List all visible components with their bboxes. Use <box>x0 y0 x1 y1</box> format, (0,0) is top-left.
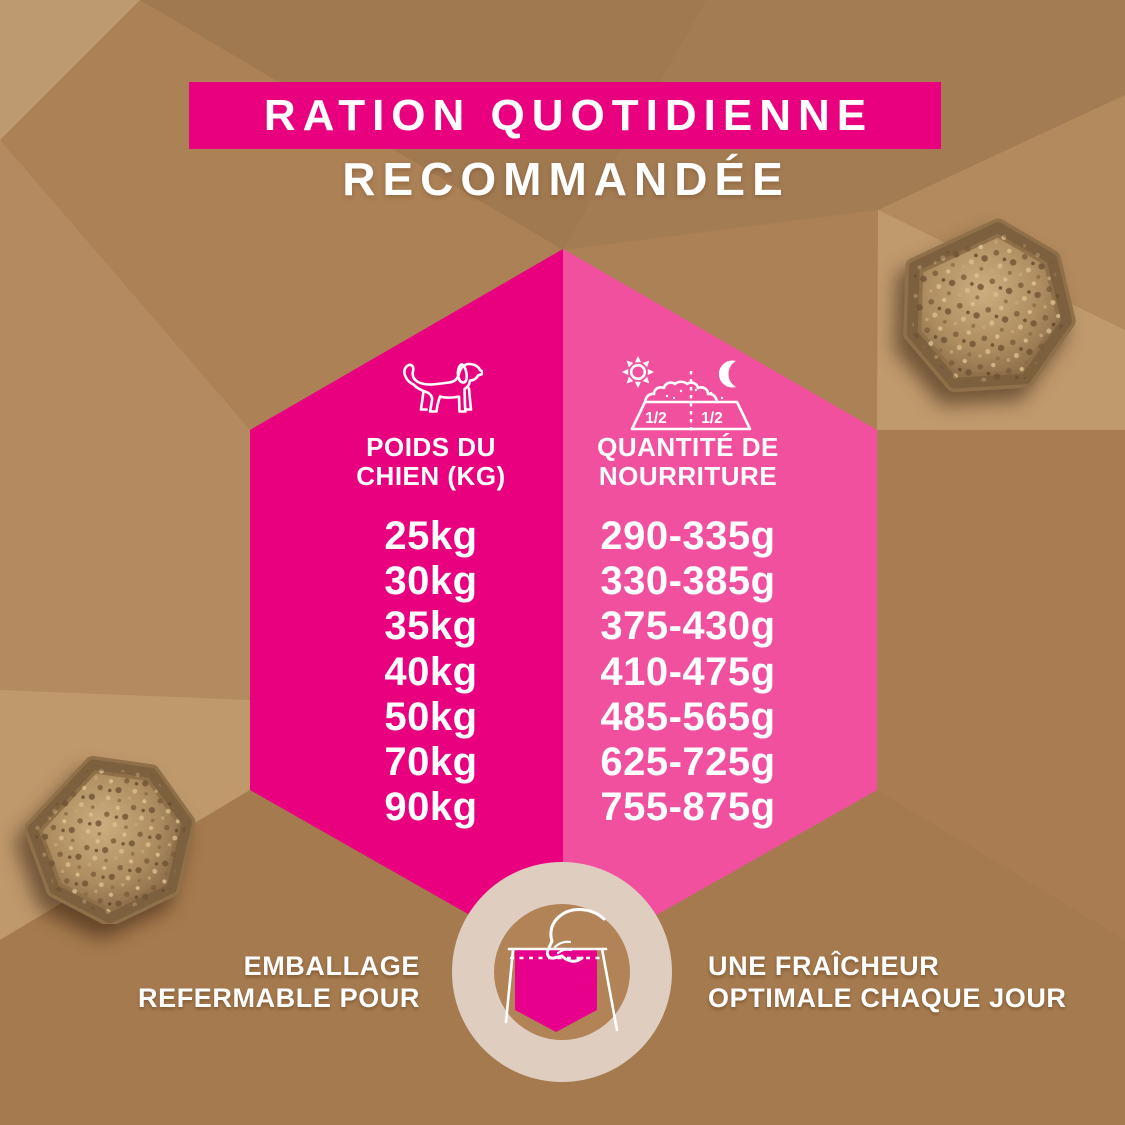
amount-value: 375-430g <box>600 604 776 649</box>
weight-value: 50kg <box>384 694 478 739</box>
weight-value: 90kg <box>384 785 478 830</box>
weight-value: 30kg <box>384 559 478 604</box>
weight-value: 25kg <box>384 514 478 559</box>
amount-header-line1: QUANTITÉ DE <box>597 432 779 462</box>
facet <box>0 0 140 140</box>
weight-column-header: POIDS DU CHIEN (KG) <box>276 433 586 491</box>
bag-illustration <box>504 908 619 1032</box>
reseal-right-line1: UNE FRAÎCHEUR <box>708 951 940 981</box>
weight-value: 40kg <box>384 649 478 694</box>
bowl-half-left: 1/2 <box>645 410 667 427</box>
amount-header-line2: NOURRITURE <box>598 461 778 491</box>
sun-icon <box>622 356 654 388</box>
reseal-left-line2: REFERMABLE POUR <box>137 983 420 1013</box>
reseal-left-line1: EMBALLAGE <box>243 951 420 981</box>
page-subtitle: RECOMMANDÉE <box>342 153 790 205</box>
reseal-right-label: UNE FRAÎCHEUR OPTIMALE CHAQUE JOUR <box>708 950 1088 1014</box>
reseal-left-label: EMBALLAGE REFERMABLE POUR <box>100 950 420 1014</box>
page-title: RATION QUOTIDIENNE <box>263 90 874 140</box>
weight-value: 70kg <box>384 740 478 785</box>
reseal-right-line2: OPTIMALE CHAQUE JOUR <box>708 983 1067 1013</box>
weight-header-line1: POIDS DU <box>366 432 496 462</box>
amount-column: 290-335g 330-385g 375-430g 410-475g 485-… <box>533 514 843 830</box>
dog-icon <box>403 362 483 413</box>
kibble-photo <box>25 755 196 924</box>
amount-value: 625-725g <box>600 740 776 785</box>
amount-value: 330-385g <box>600 559 776 604</box>
weight-column: 25kg 30kg 35kg 40kg 50kg 70kg 90kg <box>276 514 586 830</box>
feeding-times-icon: 1/2 1/2 <box>622 356 752 434</box>
amount-column-header: QUANTITÉ DE NOURRITURE <box>533 433 843 491</box>
weight-value: 35kg <box>384 604 478 649</box>
hexagon-left-half <box>250 249 563 968</box>
resealable-bag-icon <box>452 862 672 1082</box>
title-banner: RATION QUOTIDIENNE <box>189 82 941 149</box>
amount-value: 410-475g <box>600 649 776 694</box>
facet <box>0 790 1125 1125</box>
weight-header-line2: CHIEN (KG) <box>356 461 506 491</box>
amount-value: 290-335g <box>600 514 776 559</box>
moon-icon <box>718 360 736 388</box>
bowl-half-right: 1/2 <box>701 410 723 427</box>
amount-value: 755-875g <box>600 785 776 830</box>
food-bowl-icon <box>630 380 752 431</box>
amount-value: 485-565g <box>600 694 776 739</box>
facet <box>877 430 1125 940</box>
kibble-photo <box>903 218 1076 393</box>
